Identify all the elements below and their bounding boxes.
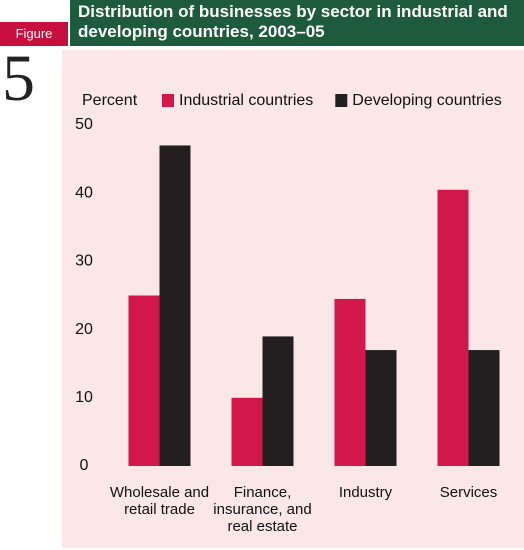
bar <box>365 350 397 466</box>
y-axis-label: Percent <box>82 92 138 109</box>
bar <box>468 350 500 466</box>
figure-label: Figure <box>0 22 68 46</box>
x-tick-label: Wholesale and retail trade <box>109 484 210 518</box>
y-tick-label: 20 <box>75 321 93 338</box>
y-tick-label: 40 <box>75 184 93 201</box>
header-band <box>70 0 524 46</box>
y-tick-label: 50 <box>75 116 93 133</box>
y-tick-label: 0 <box>80 457 89 474</box>
figure-number: 5 <box>2 42 35 115</box>
x-tick-label: Industry <box>338 484 393 501</box>
chart-title: Distribution of businesses by sector in … <box>78 2 508 41</box>
bar <box>128 295 160 466</box>
bar <box>334 298 366 466</box>
x-tick-label: Finance, insurance, and real estate <box>213 484 312 535</box>
legend-label: Industrial countries <box>179 92 313 109</box>
legend-swatch <box>335 94 348 107</box>
legend-swatch <box>162 94 174 107</box>
bar <box>262 336 294 466</box>
y-tick-label: 30 <box>75 253 93 270</box>
x-tick-label: Services <box>439 484 498 501</box>
bar <box>159 145 191 466</box>
y-tick-label: 10 <box>75 389 93 406</box>
legend-label: Developing countries <box>352 92 501 109</box>
bar <box>231 397 263 466</box>
bar <box>437 189 469 467</box>
